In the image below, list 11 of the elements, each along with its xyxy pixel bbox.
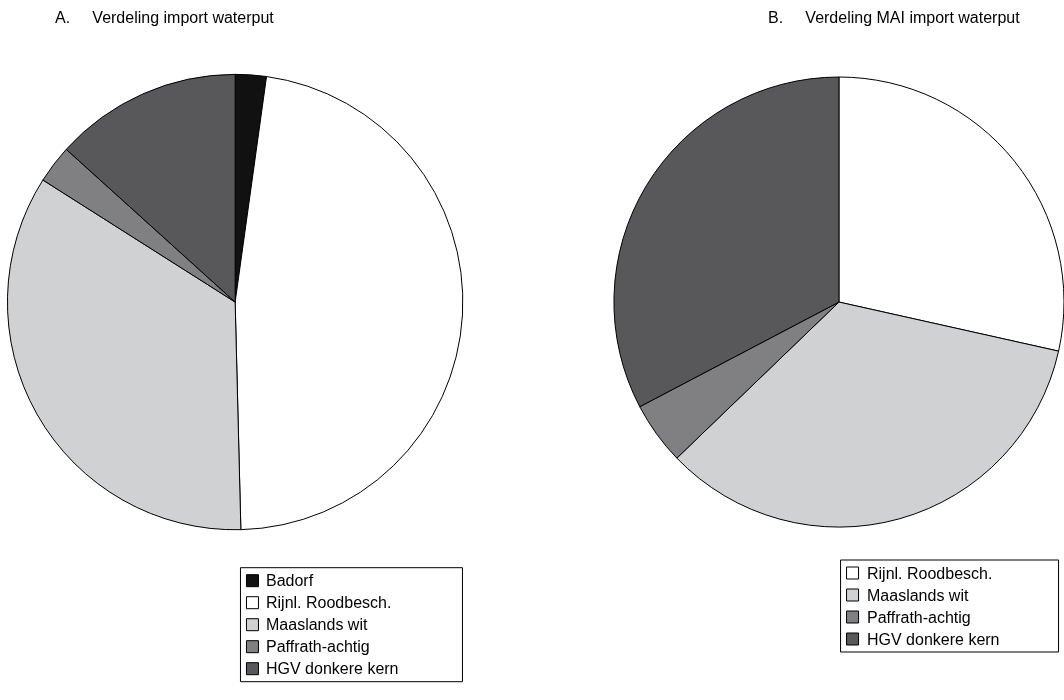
legend-label: Maaslands wit: [867, 587, 969, 604]
legend-label: HGV donkere kern: [266, 660, 399, 677]
legend-label: Rijnl. Roodbesch.: [867, 565, 993, 582]
chart-title: A. Verdeling import waterput: [55, 9, 275, 26]
legend-label: Maaslands wit: [266, 616, 368, 633]
chart-title: B. Verdeling MAI import waterput: [768, 9, 1021, 26]
legend-label: HGV donkere kern: [867, 631, 1000, 648]
legend-label: Badorf: [266, 572, 314, 589]
legend-label: Paffrath-achtig: [867, 609, 971, 626]
legend-label: Paffrath-achtig: [266, 638, 370, 655]
legend-label: Rijnl. Roodbesch.: [266, 594, 392, 611]
